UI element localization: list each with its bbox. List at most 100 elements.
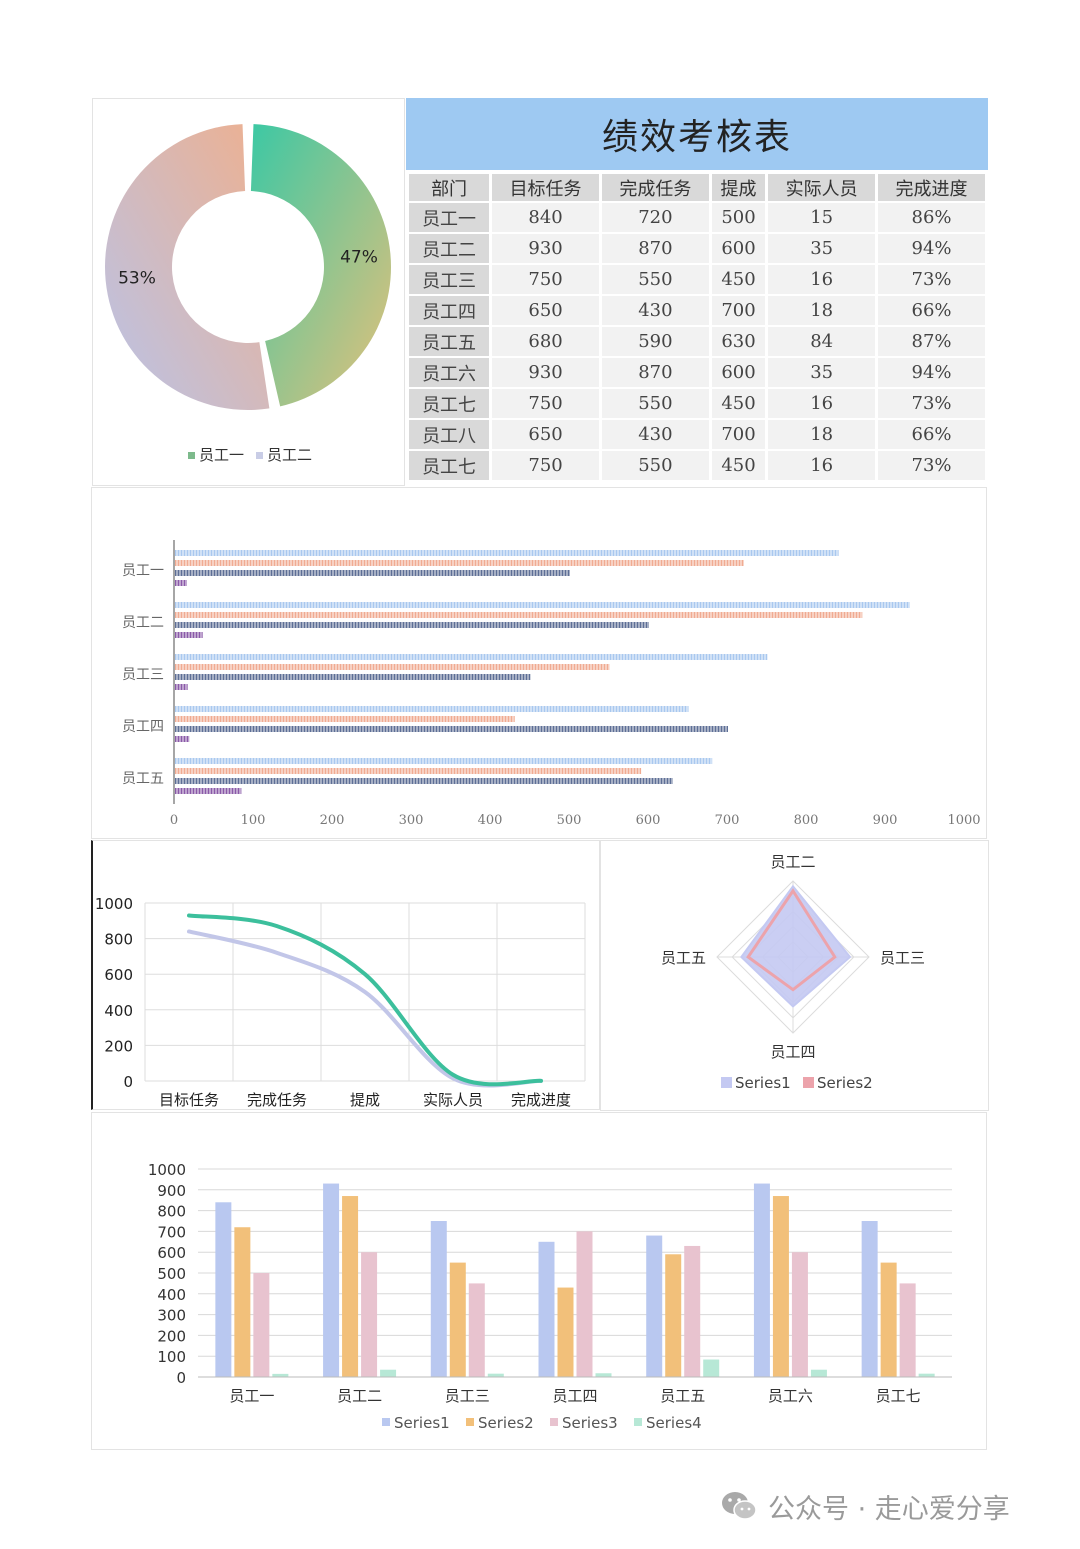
table-cell: 870: [601, 234, 709, 263]
y-tick-label: 0: [176, 1369, 186, 1387]
donut-slice-2: [104, 124, 270, 411]
table-cell: 66%: [878, 296, 985, 325]
radar-chart-panel: 员工二 员工三 员工四 员工五 Series1 Series2: [600, 840, 989, 1111]
table-cell: 720: [601, 203, 709, 232]
column-bar: [861, 1221, 878, 1377]
legend-label: Series2: [478, 1414, 534, 1432]
y-tick-label: 600: [157, 1244, 186, 1262]
table-row: 员工七 750 550 450 16 73%: [409, 389, 985, 418]
column-bar: [253, 1273, 270, 1377]
line-series: [187, 913, 543, 1087]
table-cell: 550: [601, 451, 709, 480]
column-bar: [918, 1373, 935, 1377]
x-tick-label: 员工三: [445, 1387, 490, 1405]
table-cell: 16: [768, 451, 876, 480]
column-bar: [703, 1359, 720, 1377]
column-chart: 0 100 200 300 400 500 600 700 800 900 1000 员工一 员工二 员工…: [148, 1161, 952, 1432]
hbar-bar-texture: [175, 654, 768, 660]
column-bar: [880, 1262, 897, 1377]
legend-swatch: [466, 1418, 474, 1426]
table-cell: 450: [711, 389, 766, 418]
donut-chart: 47% 53% 员工一 员工二: [104, 124, 391, 464]
legend-label: Series1: [735, 1074, 791, 1092]
hbar-bar-texture: [175, 736, 190, 742]
radar-axis-label: 员工四: [770, 1043, 815, 1061]
table-cell: 18: [768, 296, 876, 325]
y-tick-label: 员工一: [122, 563, 164, 579]
legend-swatch: [721, 1077, 732, 1088]
radar-axis-label: 员工五: [661, 949, 706, 967]
table-cell: 700: [711, 296, 766, 325]
donut-data-label: 53%: [118, 268, 156, 288]
performance-table: 部门 目标任务 完成任务 提成 实际人员 完成进度 员工一 840 720 500 15…: [406, 172, 988, 482]
row-label-cell: 员工五: [409, 327, 490, 356]
row-label-cell: 员工六: [409, 358, 490, 387]
y-tick-label: 200: [157, 1327, 186, 1345]
legend-swatch: [382, 1418, 390, 1426]
table-cell: 930: [492, 358, 599, 387]
header-cell: 完成进度: [878, 174, 985, 201]
x-tick-label: 员工四: [552, 1387, 597, 1405]
column-bar: [380, 1369, 397, 1377]
column-bar: [430, 1221, 447, 1377]
x-tick-label: 800: [794, 813, 819, 828]
radar-axis-label: 员工三: [880, 949, 925, 967]
hbar-bar-texture: [175, 684, 188, 690]
column-chart-panel: 0 100 200 300 400 500 600 700 800 900 1000 员工一 员工二 员工…: [91, 1112, 987, 1450]
legend-swatch: [188, 452, 195, 459]
column-bar: [361, 1252, 378, 1377]
x-tick-label: 400: [478, 813, 503, 828]
column-bar: [753, 1183, 770, 1377]
watermark: 公众号 · 走心爱分享: [720, 1484, 1050, 1528]
legend-swatch: [803, 1077, 814, 1088]
table-row: 员工四 650 430 700 18 66%: [409, 296, 985, 325]
hbar-bar-texture: [175, 758, 713, 764]
column-bar: [665, 1254, 682, 1377]
column-bar: [576, 1231, 593, 1377]
table-row: 员工一 840 720 500 15 86%: [409, 203, 985, 232]
hbar-bar-texture: [175, 602, 910, 608]
table-cell: 15: [768, 203, 876, 232]
hbar-bar-texture: [175, 580, 187, 586]
hbar-bar-texture: [175, 726, 728, 732]
x-tick-label: 0: [170, 813, 178, 828]
hbar-bar-texture: [175, 612, 863, 618]
hbar-bar-texture: [175, 706, 689, 712]
table-cell: 73%: [878, 389, 985, 418]
y-tick-label: 600: [104, 966, 133, 984]
table-row: 员工二 930 870 600 35 94%: [409, 234, 985, 263]
hbar-bar-texture: [175, 768, 642, 774]
y-tick-label: 1000: [95, 895, 133, 913]
column-bar: [538, 1241, 555, 1377]
x-tick-label: 300: [399, 813, 424, 828]
header-cell: 目标任务: [492, 174, 599, 201]
table-cell: 600: [711, 234, 766, 263]
column-bar: [323, 1183, 340, 1377]
hbar-bar-texture: [175, 622, 649, 628]
header-cell: 实际人员: [768, 174, 876, 201]
legend-label: 员工一: [199, 446, 244, 464]
column-bar: [487, 1373, 504, 1377]
legend-swatch: [634, 1418, 642, 1426]
table-cell: 18: [768, 420, 876, 449]
y-tick-label: 0: [123, 1073, 133, 1091]
column-bar: [449, 1262, 466, 1377]
radar-axis-label: 员工二: [770, 853, 815, 871]
table-cell: 35: [768, 234, 876, 263]
donut-slice-1: [250, 124, 391, 407]
line-series: [187, 929, 543, 1088]
column-bar: [810, 1369, 827, 1377]
y-tick-label: 员工四: [122, 719, 164, 735]
table-cell: 750: [492, 389, 599, 418]
line-chart-panel: 0 200 400 600 800 1000 目标任务 完成任务 提成 实际人员 完成进度: [91, 840, 600, 1110]
y-tick-label: 员工二: [122, 615, 164, 631]
x-tick-label: 1000: [947, 813, 980, 828]
x-tick-label: 实际人员: [423, 1091, 483, 1109]
column-bar: [272, 1373, 289, 1377]
table-cell: 930: [492, 234, 599, 263]
table-cell: 650: [492, 420, 599, 449]
performance-table-panel: 绩效考核表 部门 目标任务 完成任务 提成 实际人员 完成进度 员工一 840 72…: [406, 98, 988, 486]
radar-series-area: [739, 884, 852, 1008]
table-cell: 430: [601, 296, 709, 325]
